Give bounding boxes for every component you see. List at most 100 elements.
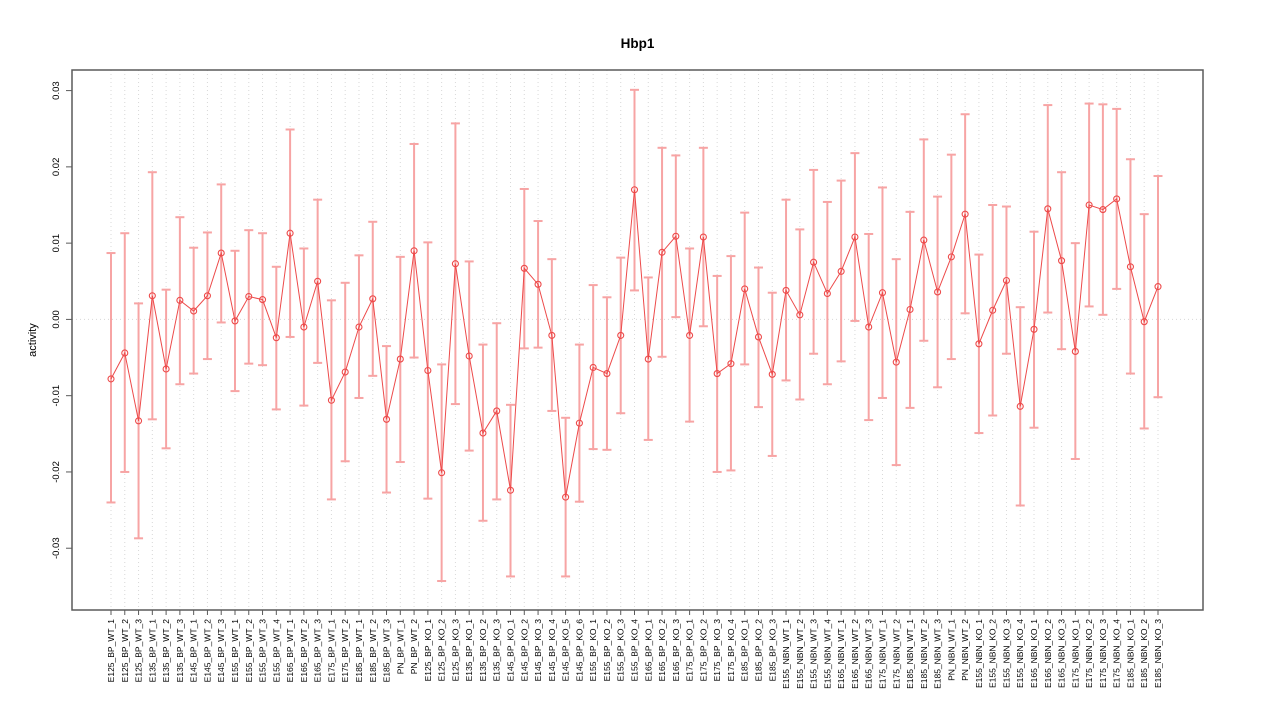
data-point-marker: [135, 417, 143, 425]
x-tick-label: E155_BP_WT_4: [271, 619, 281, 683]
data-point-marker: [617, 331, 625, 339]
x-tick-label: E125_BP_KO_3: [450, 619, 460, 682]
x-tick-label: E125_BP_WT_2: [120, 619, 130, 683]
x-tick-label: E145_BP_WT_2: [202, 619, 212, 683]
data-point-marker: [754, 333, 763, 341]
x-tick-label: E165_NBN_KO_3: [1057, 619, 1067, 688]
error-bar: [960, 113, 970, 315]
data-point-marker: [1085, 201, 1093, 209]
y-tick-label: -0.02: [51, 461, 62, 483]
data-point-marker: [1058, 257, 1066, 265]
data-point-marker: [493, 407, 501, 415]
data-point-marker: [796, 311, 804, 319]
data-point-marker: [989, 306, 997, 314]
x-tick-label: E175_NBN_KO_1: [1070, 619, 1080, 688]
data-point-marker: [272, 334, 280, 342]
x-tick-label: E175_BP_WT_1: [326, 619, 336, 683]
x-tick-label: E185_BP_KO_2: [753, 619, 763, 682]
data-point-marker: [506, 486, 515, 494]
error-bar: [271, 265, 281, 411]
data-point-marker: [1030, 325, 1038, 333]
data-point-marker: [355, 323, 363, 331]
data-point-marker: [1002, 276, 1011, 285]
data-point-marker: [658, 248, 666, 256]
data-point-marker: [548, 331, 556, 339]
x-tick-label: E155_BP_WT_3: [258, 619, 268, 683]
x-tick-label: E125_BP_WT_1: [106, 619, 116, 683]
x-tick-label: E155_BP_KO_2: [602, 619, 612, 682]
x-tick-label: E185_NBN_KO_3: [1153, 619, 1163, 688]
y-tick-label: 0.02: [51, 158, 62, 177]
x-tick-label: E165_BP_KO_1: [643, 619, 653, 682]
x-tick-label: E155_NBN_WT_4: [822, 619, 832, 689]
data-point-marker: [1140, 318, 1148, 326]
x-tick-label: E185_NBN_WT_2: [919, 619, 929, 689]
x-tick-label: E175_BP_KO_3: [712, 619, 722, 682]
x-tick-label: E155_BP_KO_1: [588, 619, 598, 682]
data-point-marker: [314, 277, 322, 285]
x-tick-label: E175_NBN_WT_2: [891, 619, 901, 689]
data-point-marker: [644, 355, 652, 363]
x-tick-label: E185_NBN_WT_1: [905, 619, 915, 689]
data-point-marker: [369, 295, 377, 303]
x-tick-label: E185_NBN_WT_3: [933, 619, 943, 689]
x-tick-label: E185_BP_WT_3: [382, 619, 392, 683]
x-tick-label: E155_BP_KO_4: [630, 619, 640, 682]
data-point-marker: [451, 260, 459, 268]
data-point-marker: [327, 396, 335, 404]
data-point-marker: [382, 415, 391, 423]
data-point-marker: [520, 264, 528, 272]
data-point-marker: [190, 307, 198, 315]
y-tick-label: -0.01: [51, 385, 62, 407]
data-point-marker: [245, 292, 253, 301]
y-tick-label: 0.03: [51, 81, 62, 100]
x-tick-label: E145_BP_KO_4: [547, 619, 557, 682]
x-tick-label: E155_NBN_KO_2: [988, 619, 998, 688]
x-tick-label: E155_NBN_WT_2: [795, 619, 805, 689]
data-point-marker: [1071, 347, 1079, 355]
data-point-marker: [975, 340, 983, 348]
data-point-marker: [878, 289, 887, 297]
data-point-marker: [1016, 402, 1024, 410]
x-tick-label: E185_BP_WT_1: [354, 619, 364, 683]
x-tick-label: E135_BP_WT_2: [161, 619, 171, 683]
y-tick-label: -0.03: [51, 537, 62, 559]
data-point-marker: [176, 296, 184, 304]
x-tick-label: E145_BP_KO_5: [561, 619, 571, 682]
data-point-marker: [479, 429, 487, 437]
data-point-marker: [575, 419, 583, 427]
data-point-marker: [258, 296, 267, 304]
data-point-marker: [837, 267, 845, 275]
x-tick-label: E145_BP_WT_1: [189, 619, 199, 683]
data-point-marker: [947, 253, 955, 261]
x-tick-label: E145_BP_KO_6: [574, 619, 584, 682]
x-tick-label: E185_NBN_KO_1: [1125, 619, 1135, 688]
data-point-marker: [1099, 206, 1107, 214]
data-point-marker: [961, 210, 969, 218]
x-tick-label: E145_BP_WT_3: [216, 619, 226, 683]
data-point-marker: [231, 317, 239, 325]
x-tick-label: E175_NBN_KO_4: [1112, 619, 1122, 688]
plot-frame: [71, 69, 1204, 611]
x-tick-label: E135_BP_KO_1: [464, 619, 474, 682]
x-tick-label: E185_BP_KO_1: [740, 619, 750, 682]
x-tick-label: E145_BP_KO_1: [506, 619, 516, 682]
data-point-marker: [121, 349, 129, 357]
x-tick-label: E175_BP_KO_1: [685, 619, 695, 682]
x-tick-label: PN_BP_WT_1: [395, 619, 405, 675]
data-point-marker: [396, 355, 404, 363]
data-point-marker: [782, 286, 790, 294]
x-tick-label: E165_NBN_WT_2: [850, 619, 860, 689]
x-tick-label: E165_BP_KO_2: [657, 619, 667, 682]
x-tick-label: E175_BP_KO_4: [726, 619, 736, 682]
x-tick-label: E135_BP_KO_3: [492, 619, 502, 682]
x-tick-label: E175_NBN_KO_2: [1084, 619, 1094, 688]
x-tick-label: E155_NBN_KO_4: [1015, 619, 1025, 688]
x-tick-label: E165_NBN_WT_1: [836, 619, 846, 689]
data-point-marker: [699, 233, 707, 241]
x-tick-label: E185_BP_KO_3: [767, 619, 777, 682]
error-bar: [506, 403, 516, 578]
data-point-marker: [217, 249, 225, 257]
